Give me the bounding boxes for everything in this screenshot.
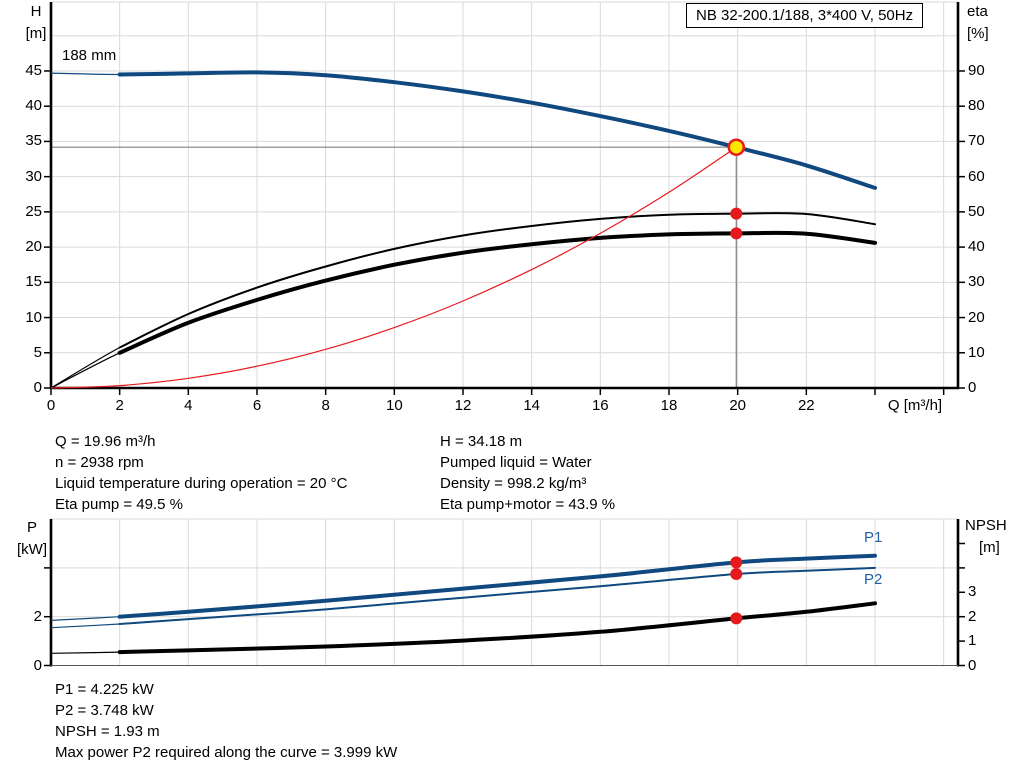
x-tick-label: 18 [660,397,678,414]
duty-point [727,138,746,156]
power-info: P1 = 4.225 kW P2 = 3.748 kW NPSH = 1.93 … [55,679,397,763]
left-tick-label: 5 [33,343,42,361]
x-tick-label: 10 [385,397,403,414]
head-curve-188mm [117,70,877,190]
p1-value-text: P1 = 4.225 kW [55,681,154,698]
eta-axis-symbol: eta [967,3,988,20]
operating-info-left: Q = 19.96 m³/h n = 2938 rpm Liquid tempe… [55,431,347,515]
right-tick-label: 0 [968,379,977,396]
left-tick-label: 45 [25,61,42,79]
x-tick-label: 12 [454,397,472,414]
x-tick-label: 0 [46,397,56,414]
x-tick-label: 8 [321,397,330,414]
x-tick-label: 6 [252,397,262,414]
p2-curve-label: P2 [864,571,883,588]
p1-curve-label: P1 [864,529,883,546]
p2-point [730,568,743,581]
eta-pump-point [730,207,743,220]
npsh-point [730,612,743,625]
left-tick-label: 15 [25,273,42,291]
npsh-axis-unit: [m] [979,539,1000,556]
operating-info-right: H = 34.18 m Pumped liquid = Water Densit… [440,431,615,515]
speed-text: n = 2938 rpm [55,454,144,471]
left-tick-label: 2 [33,607,42,625]
right-tick-label: 50 [968,202,985,220]
left-tick-label: 40 [25,97,42,115]
p2-value-text: P2 = 3.748 kW [55,702,154,719]
h-axis-symbol: H [30,3,42,20]
left-tick-label: 0 [33,656,42,674]
right-tick-label: 10 [968,343,985,361]
right-tick-label: 2 [968,607,977,625]
eta-pump-motor-point [730,227,743,240]
liquid-temp-text: Liquid temperature during operation = 20… [55,475,348,492]
x-tick-label: 14 [523,397,540,414]
left-tick-label: 20 [25,238,42,256]
right-tick-label: 20 [968,308,985,326]
right-tick-label: 90 [968,61,985,79]
pumped-liquid-text: Pumped liquid = Water [440,454,592,471]
duty-head-text: H = 34.18 m [440,433,523,450]
right-tick-label: 0 [968,656,977,674]
right-tick-label: 60 [968,167,985,185]
h-axis-unit: [m] [25,25,47,42]
p2-curve [118,566,876,625]
max-p2-text: Max power P2 required along the curve = … [55,744,398,761]
right-tick-label: 80 [968,97,985,115]
eta-pump-text: Eta pump = 49.5 % [55,496,183,513]
right-tick-label: 70 [968,132,985,150]
p1-point [730,556,743,569]
q-axis-label: Q [m³/h] [887,397,943,414]
left-tick-label: 35 [25,132,42,150]
system-curve-thin [50,146,737,389]
p-axis-unit: [kW] [17,541,47,558]
density-text: Density = 998.2 kg/m³ [440,475,587,492]
p-axis-symbol: P [26,519,37,536]
right-tick-label: 30 [968,273,985,291]
pump-title-box: NB 32-200.1/188, 3*400 V, 50Hz [686,3,924,28]
right-tick-label: 1 [968,632,977,650]
right-tick-label: 3 [968,583,977,601]
npsh-value-text: NPSH = 1.93 m [55,723,160,740]
x-tick-label: 20 [729,397,746,414]
left-tick-label: 30 [25,167,42,185]
left-tick-label: 10 [25,308,42,326]
x-tick-label: 22 [797,397,815,414]
eta-pump-curve [118,212,876,349]
x-tick-label: 16 [591,397,609,414]
left-tick-label: 25 [25,202,42,220]
eta-pump-motor-curve [117,230,877,355]
eta-pump-motor-text: Eta pump+motor = 43.9 % [440,496,616,513]
eta-axis-unit: [%] [967,25,989,42]
x-tick-label: 2 [115,397,124,414]
impeller-size-label: 188 mm [62,47,117,64]
p1-curve [117,553,877,619]
x-tick-label: 4 [184,397,193,414]
npsh-axis-symbol: NPSH [965,517,1007,534]
right-tick-label: 40 [968,238,985,256]
duty-flow-text: Q = 19.96 m³/h [55,433,156,450]
npsh-curve [117,601,877,655]
left-tick-label: 0 [33,379,42,396]
